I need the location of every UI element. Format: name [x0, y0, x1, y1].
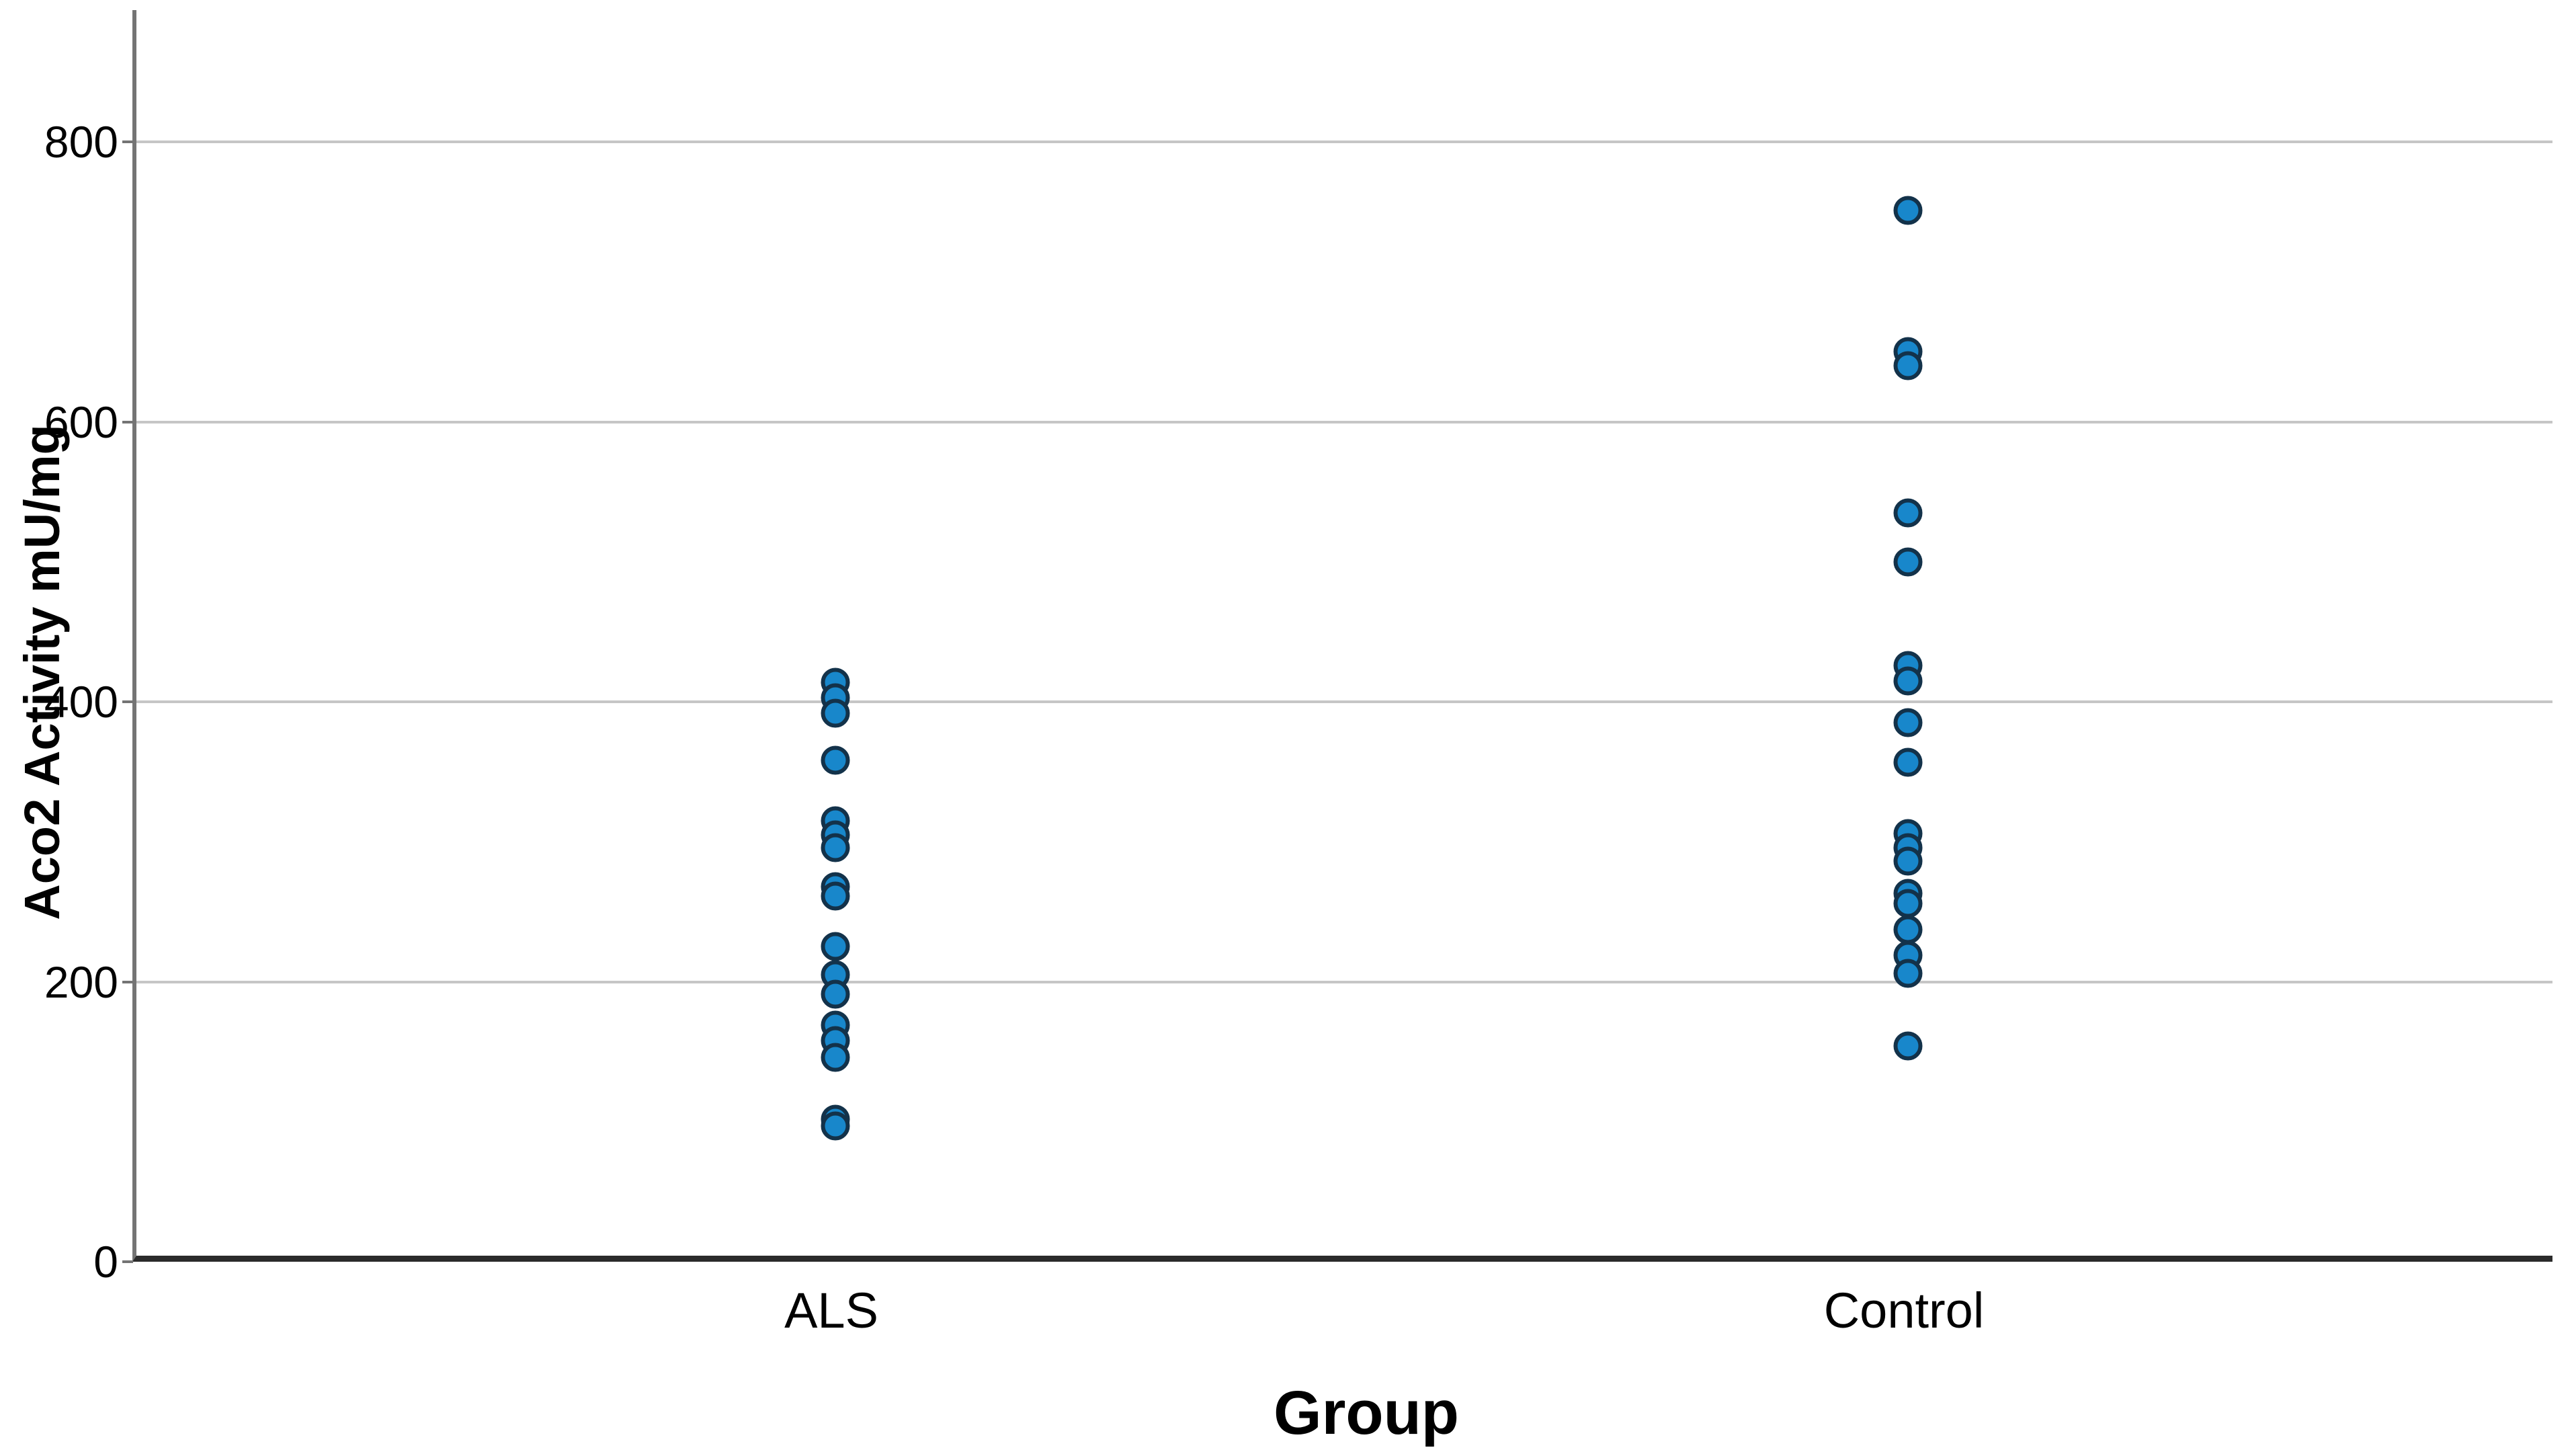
y-tick-mark-600: [122, 420, 133, 423]
data-point-als: [821, 979, 850, 1009]
data-point-als: [821, 932, 850, 961]
x-axis-title: Group: [1274, 1379, 1459, 1447]
gridline-y-400: [136, 700, 2552, 703]
data-point-control: [1893, 747, 1923, 777]
data-point-als: [821, 833, 850, 862]
data-point-control: [1893, 708, 1923, 737]
plot-area: [132, 10, 2552, 1262]
gridline-y-800: [136, 140, 2552, 143]
data-point-als: [821, 1111, 850, 1141]
data-point-als: [821, 698, 850, 728]
data-point-control: [1893, 846, 1923, 876]
y-tick-label-0: 0: [93, 1237, 118, 1287]
data-point-control: [1893, 889, 1923, 918]
data-point-control: [1893, 959, 1923, 988]
y-tick-mark-800: [122, 140, 133, 143]
y-tick-label-600: 600: [44, 397, 118, 447]
data-point-als: [821, 745, 850, 775]
data-point-als: [821, 1043, 850, 1072]
y-tick-mark-0: [122, 1260, 133, 1263]
y-tick-label-800: 800: [44, 117, 118, 167]
data-point-control: [1893, 547, 1923, 577]
x-category-label-als: ALS: [784, 1283, 878, 1338]
data-point-control: [1893, 666, 1923, 696]
y-tick-mark-200: [122, 980, 133, 983]
y-tick-label-400: 400: [44, 677, 118, 727]
y-tick-label-200: 200: [44, 957, 118, 1007]
data-point-control: [1893, 1031, 1923, 1061]
x-category-label-control: Control: [1823, 1283, 1985, 1338]
y-tick-mark-400: [122, 700, 133, 703]
gridline-y-600: [136, 420, 2552, 423]
gridline-y-200: [136, 980, 2552, 983]
data-point-control: [1893, 498, 1923, 528]
data-point-control: [1893, 196, 1923, 225]
data-point-als: [821, 881, 850, 911]
data-point-control: [1893, 351, 1923, 380]
